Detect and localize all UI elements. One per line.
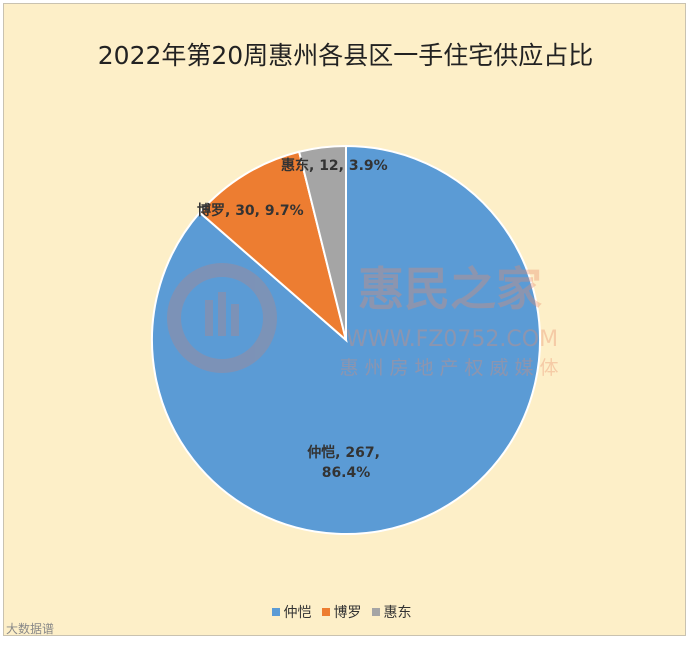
legend-swatch-boluo: [321, 608, 330, 616]
watermark-logo: [167, 263, 277, 373]
legend-item-huidong: 惠东: [371, 602, 412, 622]
data-label-zhongkai-line2: 86.4%: [322, 465, 371, 481]
watermark-brand: 惠民之家: [358, 262, 542, 316]
legend-item-boluo: 博罗: [321, 602, 362, 622]
legend-swatch-huidong: [371, 608, 380, 616]
data-label-boluo: 博罗, 30, 9.7%: [197, 202, 304, 219]
legend-swatch-zhongkai: [271, 608, 280, 616]
legend-item-zhongkai: 仲恺: [271, 602, 312, 622]
legend-label-boluo: 博罗: [333, 605, 362, 621]
pie-slice-zhongkai: [151, 144, 541, 535]
data-label-zhongkai-line1: 仲恺, 267,: [307, 444, 380, 461]
watermark-tagline: 惠州房地产权威媒体: [339, 357, 564, 379]
chart-legend: 仲恺 博罗 惠东: [0, 602, 683, 622]
watermark-url: WWW.FZ0752.COM: [346, 327, 558, 352]
pie-slice-boluo: [198, 150, 348, 343]
pie-slice-huidong: [297, 144, 347, 341]
legend-label-zhongkai: 仲恺: [283, 605, 312, 621]
legend-label-huidong: 惠东: [383, 605, 412, 621]
corner-watermark: 大数据谱: [6, 622, 55, 636]
data-label-huidong: 惠东, 12, 3.9%: [281, 157, 388, 174]
data-label-zhongkai: 仲恺, 267, 86.4%: [307, 444, 385, 481]
chart-title: 2022年第20周惠州各县区一手住宅供应占比: [97, 41, 594, 70]
